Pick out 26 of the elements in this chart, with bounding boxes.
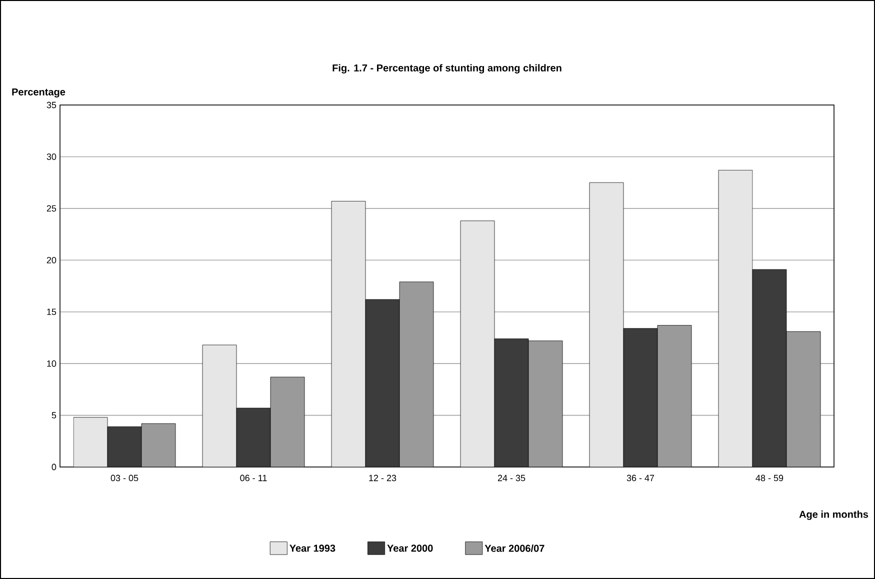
y-tick-label: 15 bbox=[47, 308, 56, 316]
legend-label: Year 2000 bbox=[387, 544, 433, 552]
y-tick-label: 30 bbox=[46, 154, 56, 160]
bar bbox=[494, 338, 529, 467]
x-tick-label: 12 - 23 bbox=[369, 474, 396, 482]
x-axis-title: Age in months bbox=[799, 510, 868, 520]
legend-label: Year 1993 bbox=[290, 544, 336, 552]
y-axis-title: Percentage bbox=[12, 88, 66, 98]
bar bbox=[236, 408, 271, 467]
legend-label: Year 2006/07 bbox=[484, 544, 544, 552]
bar bbox=[752, 269, 787, 467]
y-tick-label: 35 bbox=[46, 102, 56, 108]
chart-title: Fig. 1.7 - Percentage of stunting among children bbox=[332, 64, 562, 74]
x-tick-label: 36 - 47 bbox=[626, 474, 654, 482]
bar bbox=[365, 299, 400, 467]
y-tick-label: 25 bbox=[46, 205, 56, 212]
x-tick-label: 06 - 11 bbox=[240, 474, 267, 482]
x-tick-label: 48 - 59 bbox=[756, 474, 784, 482]
bar bbox=[623, 328, 658, 467]
bar bbox=[107, 426, 142, 467]
y-tick-label: 20 bbox=[46, 256, 56, 264]
x-tick-label: 03 - 05 bbox=[110, 474, 138, 482]
y-tick-label: 0 bbox=[52, 464, 56, 470]
y-tick-label: 5 bbox=[52, 412, 56, 418]
x-tick-label: 24 - 35 bbox=[498, 474, 526, 482]
y-tick-label: 10 bbox=[47, 360, 56, 367]
